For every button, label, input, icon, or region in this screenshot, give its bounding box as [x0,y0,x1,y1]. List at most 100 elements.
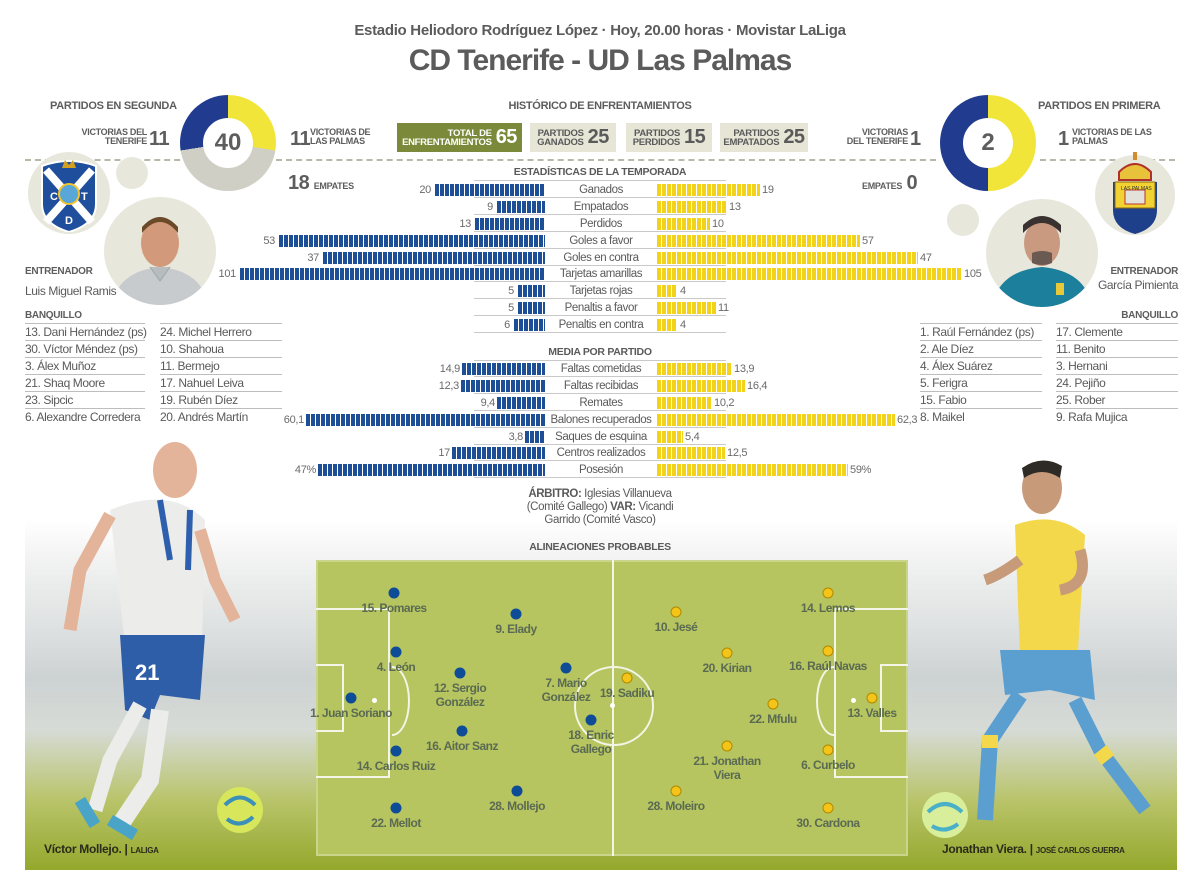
tenerife-bar [279,235,545,247]
bench-player: 25. Rober [1056,391,1178,408]
tenerife-crest-icon: C T D [41,160,97,232]
tenerife-value: 9 [487,201,493,213]
laspalmas-player-name: 14. Lemos [800,601,856,615]
segunda-tenerife-wins-label: VICTORIAS DEL TENERIFE [81,127,148,146]
primera-draws: EMPATES 0 [862,172,918,194]
laspalmas-value: 16,4 [747,380,768,392]
stat-row: 20 Ganados 19 [0,182,1200,198]
stat-row: 9 Empatados 13 [0,199,1200,215]
tenerife-player-marker [454,667,466,679]
tenerife-coach-label: ENTRENADOR [25,266,93,277]
laspalmas-player-name: 20. Kirian [702,661,752,675]
bench-player: 3. Álex Muñoz [25,357,145,374]
laspalmas-bar [657,447,725,459]
stat-row: 14,9 Faltas cometidas 13,9 [0,361,1200,377]
bench-player: 6. Alexandre Corredera [25,408,145,425]
laspalmas-value: 4 [680,285,686,297]
svg-text:21: 21 [135,660,159,685]
tenerife-bar [306,414,545,426]
historico-total-box: TOTAL DE ENFRENTAMIENTOS 65 [397,123,522,152]
historico-lost-box: PARTIDOS PERDIDOS 15 [626,123,712,152]
laspalmas-value: 12,5 [727,447,748,459]
stat-label: Tarjetas amarillas [559,268,643,280]
laspalmas-bar [657,268,962,280]
tenerife-value: 60,1 [283,414,305,426]
decorative-circle [116,157,148,189]
center-spot [610,703,615,708]
tenerife-player-marker [511,785,523,797]
stat-label: Saques de esquina [555,431,647,443]
segunda-laspalmas-wins-label: VICTORIAS DE LAS PALMAS [310,127,371,146]
laspalmas-bar [657,302,716,314]
tenerife-player-name: 18. Enric Gallego [568,728,614,756]
tenerife-player-name: 14. Carlos Ruiz [356,759,436,773]
player-photo-mollejo: 21 [63,442,241,840]
laspalmas-bar [657,319,677,331]
tenerife-player-marker [390,802,402,814]
bench-player: 30. Víctor Méndez (ps) [25,340,145,357]
bench-player: 8. Maikel [920,408,1042,425]
laspalmas-value: 4 [680,319,686,331]
laspalmas-coach-label: ENTRENADOR [1110,266,1178,277]
laspalmas-player-name: 6. Curbelo [801,758,855,772]
historico-drawn-box: PARTIDOS EMPATADOS 25 [720,123,808,152]
laspalmas-player-name: 10. Jesé [654,620,698,634]
right-penalty-area [834,608,908,778]
stat-label: Empatados [573,201,629,213]
player-photo-viera [977,460,1151,821]
laspalmas-player-name: 22. Mfulu [749,712,797,726]
tenerife-value: 20 [419,184,431,196]
tenerife-value: 6 [504,319,510,331]
bench-player: 24. Pejiño [1056,374,1178,391]
historico-title: HISTÓRICO DE ENFRENTAMIENTOS [508,100,692,112]
bench-player: 19. Rubén Díez [160,391,282,408]
laspalmas-player-marker [822,802,834,814]
laspalmas-bench-label: BANQUILLO [1121,310,1178,321]
tenerife-bar [497,397,545,409]
tenerife-player-marker [560,662,572,674]
stat-label: Penaltis a favor [564,302,638,314]
laspalmas-bar [657,431,683,443]
stat-row: 37 Goles en contra 47 [0,250,1200,266]
stat-row: 47% Posesión 59% [0,462,1200,478]
laspalmas-value: 62,3 [897,414,918,426]
divider [25,159,200,161]
stat-label: Balones recuperados [550,414,652,426]
laspalmas-bench-col2: 17. Clemente 11. Benito 3. Hernani 24. P… [1056,323,1178,425]
tenerife-player-marker [510,608,522,620]
tenerife-player-marker [345,692,357,704]
laspalmas-value: 47 [920,252,932,264]
laspalmas-player-name: 28. Moleiro [647,799,705,813]
primera-total: 2 [963,118,1013,168]
tenerife-value: 37 [307,252,319,264]
tenerife-value: 12,3 [438,380,460,392]
tenerife-bench-label: BANQUILLO [25,310,82,321]
stat-label: Goles a favor [569,235,633,247]
bench-player: 15. Fabio [920,391,1042,408]
laspalmas-player-name: 21. Jonathan Viera [693,754,761,782]
laspalmas-player-marker [767,698,779,710]
segunda-draws: 18 EMPATES [288,172,354,194]
tenerife-bar [240,268,545,280]
laspalmas-bar [657,285,677,297]
bench-player: 17. Nahuel Leiva [160,374,282,391]
tenerife-value: 5 [508,285,514,297]
tenerife-bar [462,363,545,375]
stat-row: 5 Penaltis a favor 11 [0,300,1200,316]
tenerife-value: 5 [508,302,514,314]
tenerife-value: 47% [294,464,316,476]
tenerife-player-name: 9. Elady [495,622,537,636]
tenerife-player-name: 12. Sergio González [433,681,487,709]
tenerife-bar [323,252,545,264]
stat-label: Faltas cometidas [560,363,642,375]
tenerife-value: 13 [459,218,471,230]
right-goal-area [880,664,908,732]
laspalmas-player-marker [822,587,834,599]
stat-label: Perdidos [579,218,623,230]
tenerife-coach-photo [104,197,216,305]
tenerife-bar [475,218,545,230]
stat-label: Penaltis en contra [558,319,644,331]
segunda-laspalmas-wins: 11 [290,128,311,150]
laspalmas-bar [657,464,848,476]
media-title: MEDIA POR PARTIDO [548,346,652,358]
